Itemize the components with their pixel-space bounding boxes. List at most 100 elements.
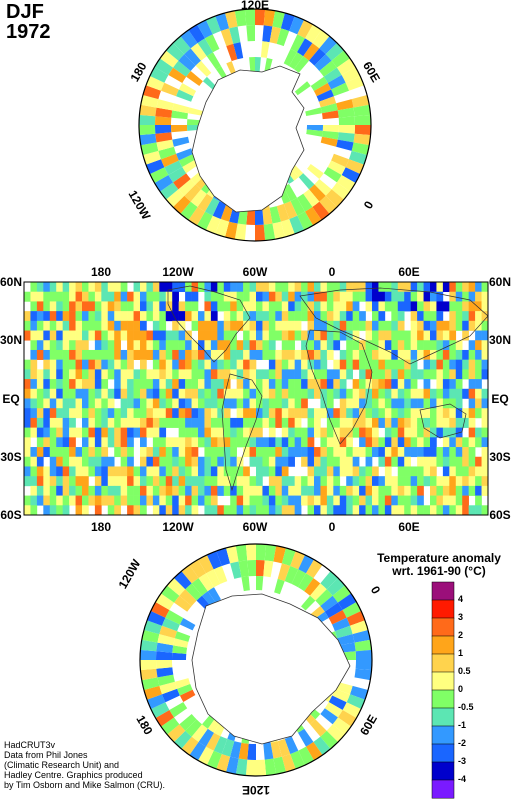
grid-cell xyxy=(170,125,188,133)
grid-cell xyxy=(56,320,63,331)
grid-cell xyxy=(404,340,411,351)
grid-cell xyxy=(133,398,141,409)
grid-cell xyxy=(468,447,476,458)
grid-cell xyxy=(262,437,270,448)
grid-cell xyxy=(307,437,315,448)
grid-cell xyxy=(186,71,203,86)
grid-cell xyxy=(346,291,353,302)
grid-cell xyxy=(114,359,121,370)
grid-cell xyxy=(88,466,96,477)
grid-cell xyxy=(462,505,469,515)
grid-cell xyxy=(94,291,102,302)
grid-cell xyxy=(146,379,154,390)
grid-cell xyxy=(62,398,70,409)
lon-label-top: 60E xyxy=(398,265,419,279)
grid-cell xyxy=(159,320,167,331)
grid-cell xyxy=(230,437,237,448)
grid-cell xyxy=(140,301,147,312)
grid-cell xyxy=(449,505,457,515)
grid-cell xyxy=(152,466,160,477)
grid-cell xyxy=(442,369,450,380)
grid-cell xyxy=(198,456,205,467)
legend-swatch xyxy=(431,653,455,673)
grid-cell xyxy=(185,476,192,487)
grid-cell xyxy=(378,320,386,331)
grid-cell xyxy=(133,427,141,438)
grid-cell xyxy=(262,25,273,43)
grid-cell xyxy=(339,320,347,331)
grid-cell xyxy=(326,495,334,506)
grid-cell xyxy=(56,417,63,428)
grid-cell xyxy=(215,546,231,566)
grid-cell xyxy=(331,82,349,97)
grid-cell xyxy=(404,282,411,293)
grid-cell xyxy=(243,388,250,399)
grid-cell xyxy=(291,569,306,588)
grid-cell xyxy=(82,427,89,438)
grid-cell xyxy=(249,349,257,360)
grid-cell xyxy=(165,369,173,380)
grid-cell xyxy=(30,476,38,487)
grid-cell xyxy=(140,639,158,652)
grid-cell xyxy=(145,694,166,710)
grid-cell xyxy=(449,485,457,496)
grid-cell xyxy=(198,485,205,496)
grid-cell xyxy=(294,476,302,487)
grid-cell xyxy=(288,330,295,341)
grid-cell xyxy=(262,495,270,506)
grid-cell xyxy=(449,417,457,428)
grid-cell xyxy=(365,359,373,370)
grid-cell xyxy=(159,359,167,370)
grid-cell xyxy=(442,359,450,370)
grid-cell xyxy=(397,340,405,351)
grid-cell xyxy=(88,330,96,341)
grid-cell xyxy=(249,291,257,302)
grid-cell xyxy=(43,320,51,331)
grid-cell xyxy=(62,379,70,390)
grid-cell xyxy=(319,60,337,77)
grid-cell xyxy=(391,330,399,341)
grid-cell xyxy=(359,417,366,428)
grid-cell xyxy=(337,107,355,118)
grid-cell xyxy=(217,369,225,380)
grid-cell xyxy=(234,9,247,27)
grid-cell xyxy=(268,417,276,428)
grid-cell xyxy=(210,466,218,477)
grid-cell xyxy=(172,466,179,477)
grid-cell xyxy=(263,9,276,27)
grid-cell xyxy=(268,340,276,351)
grid-cell xyxy=(114,379,121,390)
grid-cell xyxy=(178,311,186,322)
grid-cell xyxy=(43,301,51,312)
grid-cell xyxy=(423,398,431,409)
grid-cell xyxy=(88,417,96,428)
grid-cell xyxy=(30,417,38,428)
grid-cell xyxy=(223,485,231,496)
grid-cell xyxy=(462,437,469,448)
grid-cell xyxy=(417,417,424,428)
north-label-120e: 120E xyxy=(241,0,269,12)
grid-cell xyxy=(191,724,208,742)
grid-cell xyxy=(82,485,89,496)
grid-cell xyxy=(172,136,190,147)
grid-cell xyxy=(223,330,231,341)
grid-cell xyxy=(56,349,63,360)
grid-cell xyxy=(133,369,141,380)
grid-cell xyxy=(281,301,289,312)
grid-cell xyxy=(243,359,250,370)
grid-cell xyxy=(133,282,141,293)
grid-cell xyxy=(56,427,63,438)
grid-cell xyxy=(455,320,463,331)
legend-tick-label: -4 xyxy=(458,774,467,784)
grid-cell xyxy=(339,330,347,341)
grid-cell xyxy=(481,466,488,477)
grid-cell xyxy=(384,369,392,380)
grid-cell xyxy=(430,369,437,380)
grid-cell xyxy=(191,417,199,428)
grid-cell xyxy=(404,408,411,419)
grid-cell xyxy=(101,291,109,302)
grid-cell xyxy=(56,456,63,467)
grid-cell xyxy=(165,291,173,302)
coastlines xyxy=(167,285,488,492)
grid-cell xyxy=(281,379,289,390)
